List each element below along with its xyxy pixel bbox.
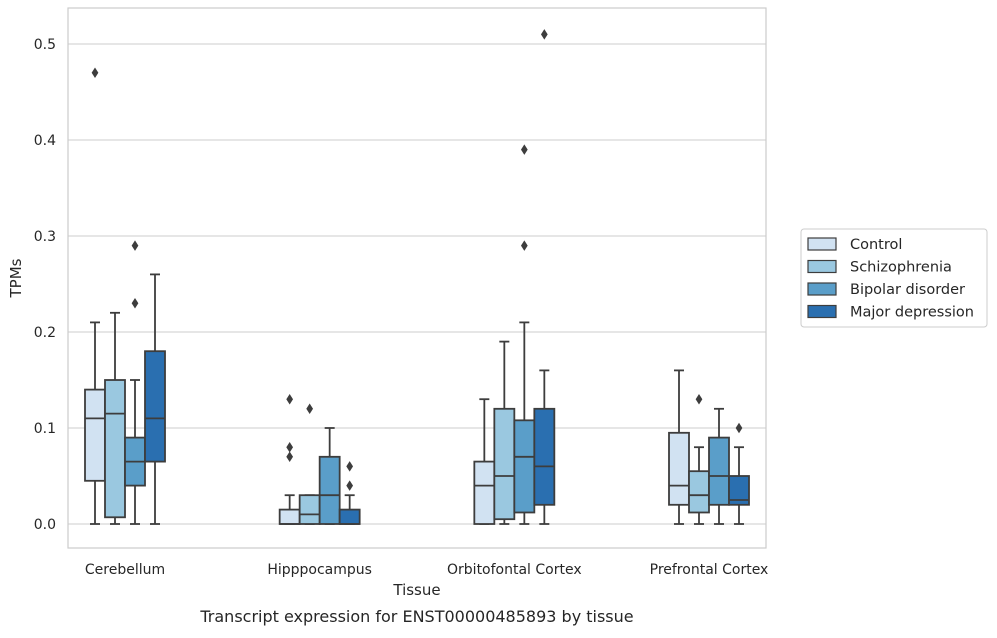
y-axis-label: TPMs <box>7 258 25 298</box>
legend-frame <box>800 228 988 328</box>
outlier-point <box>520 144 528 155</box>
y-tick-label: 0.2 <box>34 325 56 341</box>
legend-label-schizophrenia: Schizophrenia <box>850 260 952 276</box>
outlier-point <box>91 67 99 79</box>
box-iqr <box>144 350 166 463</box>
legend-swatch-schizophrenia <box>807 259 837 274</box>
box-hipppocampus-control <box>278 393 301 525</box>
y-tick-label: 0.0 <box>34 517 56 533</box>
figure-caption: Transcript expression for ENST0000048589… <box>199 607 633 626</box>
outlier-point <box>540 29 548 40</box>
y-tick-labels: 0.0 0.1 0.2 0.3 0.4 0.5 <box>34 37 56 533</box>
outlier-point <box>131 297 139 309</box>
legend: Control Schizophrenia Bipolar disorder Majo… <box>800 228 988 328</box>
x-tick-label-hipppocampus: Hipppocampus <box>267 562 372 578</box>
box-iqr <box>513 419 536 514</box>
box-iqr <box>668 431 690 506</box>
outlier-point <box>735 422 743 434</box>
outlier-point <box>131 240 139 251</box>
box-prefrontal-cortex-bipolar-disorder <box>708 407 730 525</box>
box-iqr <box>84 388 106 482</box>
grid-lines <box>68 43 766 525</box>
outlier-point <box>346 480 354 491</box>
box-iqr <box>318 455 341 525</box>
y-tick-label: 0.5 <box>34 37 56 53</box>
outlier-point <box>306 403 314 415</box>
x-tick-label-orbitofontal-cortex: Orbitofontal Cortex <box>447 562 582 578</box>
legend-swatch-major-depression <box>807 304 837 319</box>
outlier-point <box>695 393 703 405</box>
outlier-point <box>286 441 294 453</box>
box-prefrontal-cortex-schizophrenia <box>688 393 710 525</box>
legend-swatch-bipolar-disorder <box>807 282 837 296</box>
box-iqr <box>298 494 321 525</box>
outlier-point <box>286 393 294 405</box>
y-tick-label: 0.4 <box>34 133 56 149</box>
outlier-point <box>346 461 354 472</box>
legend-label-control: Control <box>850 237 902 253</box>
box-iqr <box>338 508 361 525</box>
box-cerebellum-control <box>84 67 106 525</box>
legend-label-bipolar-disorder: Bipolar disorder <box>850 282 965 298</box>
box-hipppocampus-major-depression <box>338 461 361 525</box>
legend-swatch-control <box>807 237 837 251</box>
boxes <box>84 29 750 525</box>
plot-area-background <box>68 8 766 548</box>
box-cerebellum-major-depression <box>144 273 166 525</box>
y-tick-label: 0.1 <box>34 421 56 437</box>
box-iqr <box>278 508 301 525</box>
box-iqr <box>104 379 126 519</box>
box-orbitofontal-cortex-major-depression <box>533 29 556 525</box>
plot-area-frame <box>67 7 767 549</box>
box-cerebellum-bipolar-disorder <box>124 240 146 525</box>
outlier-point <box>286 451 294 463</box>
legend-label-major-depression: Major depression <box>850 305 974 321</box>
x-tick-label-cerebellum: Cerebellum <box>85 562 165 578</box>
box-prefrontal-cortex-control <box>668 369 690 525</box>
box-iqr <box>473 460 496 525</box>
box-hipppocampus-schizophrenia <box>298 403 321 525</box>
box-prefrontal-cortex-major-depression <box>728 422 750 525</box>
y-tick-label: 0.3 <box>34 229 56 245</box>
outlier-point <box>520 240 528 251</box>
box-iqr <box>533 407 556 506</box>
x-axis-label: Tissue <box>392 581 440 599</box>
box-iqr <box>728 475 750 506</box>
x-tick-label-prefrontal-cortex: Prefrontal Cortex <box>650 562 769 578</box>
x-tick-labels: Cerebellum Hipppocampus Orbitofontal Corte… <box>85 562 768 578</box>
box-hipppocampus-bipolar-disorder <box>318 427 341 525</box>
box-iqr <box>493 407 516 521</box>
box-iqr <box>688 470 710 514</box>
box-iqr <box>708 436 730 506</box>
